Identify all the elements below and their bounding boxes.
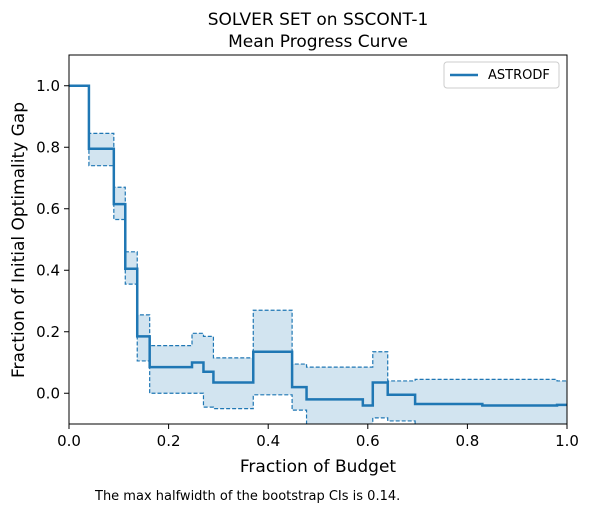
- y-tick-label: 0.4: [36, 261, 60, 279]
- x-tick-label: 0.2: [157, 432, 181, 450]
- y-tick-label: 0.2: [36, 323, 60, 341]
- x-tick-label: 0.8: [455, 432, 479, 450]
- chart-title-line-2: Mean Progress Curve: [228, 32, 408, 52]
- y-axis: 0.0 0.2 0.4 0.6 0.8 1.0: [36, 77, 69, 402]
- plot-area: [69, 84, 567, 424]
- x-tick-label: 0.0: [57, 432, 81, 450]
- y-tick-label: 0.8: [36, 138, 60, 156]
- y-tick-label: 1.0: [36, 77, 60, 95]
- x-axis-label: Fraction of Budget: [240, 457, 397, 477]
- ci-note: The max halfwidth of the bootstrap CIs i…: [94, 489, 400, 504]
- y-tick-label: 0.6: [36, 200, 60, 218]
- x-tick-label: 0.6: [356, 432, 380, 450]
- legend-box: [443, 61, 560, 89]
- y-axis-label: Fraction of Initial Optimality Gap: [9, 102, 29, 378]
- x-axis: 0.0 0.2 0.4 0.6 0.8 1.0: [57, 424, 579, 450]
- y-tick-label: 0.0: [36, 384, 60, 402]
- chart-title-line-1: SOLVER SET on SSCONT-1: [208, 10, 429, 30]
- legend: ASTRODF: [443, 61, 560, 89]
- confidence-band: [69, 85, 567, 424]
- series-line-astrodf: [69, 84, 567, 407]
- legend-label: ASTRODF: [488, 68, 550, 83]
- plot-frame: [68, 54, 568, 425]
- x-tick-label: 1.0: [555, 432, 579, 450]
- x-tick-label: 0.4: [256, 432, 280, 450]
